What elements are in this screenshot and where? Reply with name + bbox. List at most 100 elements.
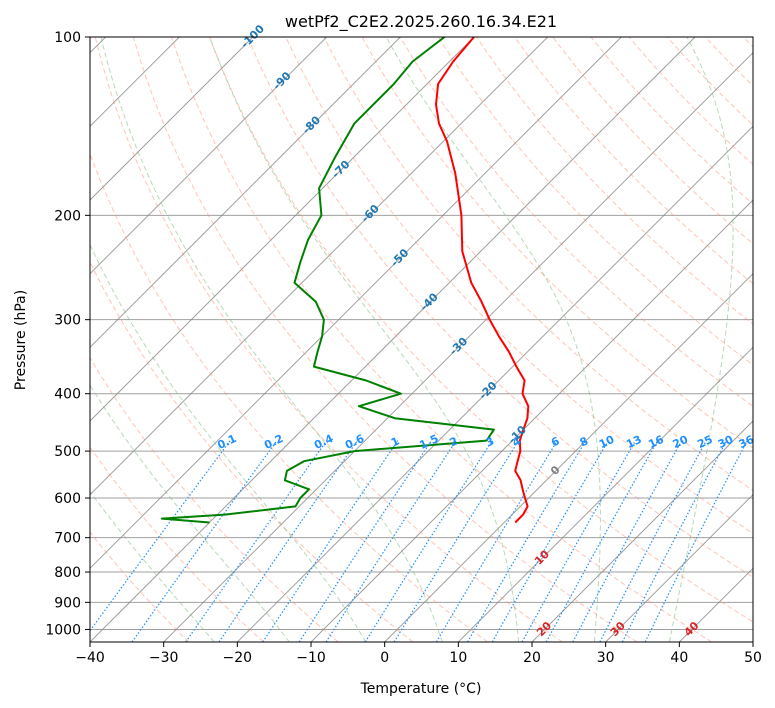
- isotherm-line: [236, 125, 753, 642]
- mixing-ratio-label: 30: [716, 433, 736, 451]
- mixing-ratio-line: [491, 440, 609, 642]
- isotherm-line: [163, 51, 753, 642]
- isotherm-line: [90, 37, 401, 349]
- x-tick-label: 0: [380, 650, 389, 666]
- mixing-ratio-label: 6: [549, 434, 562, 449]
- isotherm-line: [90, 37, 696, 642]
- y-tick-label: 900: [54, 595, 81, 611]
- mixing-ratio-line: [393, 440, 520, 642]
- y-tick-label: 700: [54, 531, 81, 547]
- mixing-ratio-line: [325, 440, 457, 642]
- moist-adiabat: [100, 37, 443, 642]
- isotherm-line: [90, 37, 254, 201]
- mixing-ratio-line: [185, 440, 328, 642]
- dry-adiabat: [590, 37, 753, 205]
- mixing-ratio-label: 10: [597, 433, 617, 451]
- moist-adiabat: [90, 384, 290, 642]
- annotation-layer: 0.1 0.2 0.4 0.6 1 1.5 2 3 4 6 8 10 13 16 20 25 30 36-100-…: [215, 22, 756, 639]
- mixing-ratio-label: 3: [484, 434, 496, 449]
- isotherm-line: [384, 272, 753, 642]
- mixing-ratio-line: [644, 440, 748, 642]
- moist-adiabat: [90, 243, 367, 642]
- mixing-ratio-line: [218, 440, 358, 642]
- x-tick-label: 10: [449, 650, 467, 666]
- dry-adiabat: [743, 37, 753, 48]
- temperature-profile: [435, 37, 530, 524]
- mixing-ratio-label: 16: [646, 433, 666, 451]
- dry-adiabat: [514, 37, 753, 285]
- isotherm-line: [678, 567, 753, 642]
- mixing-ratio-line: [364, 440, 493, 642]
- isotherm-label: 10: [532, 547, 552, 567]
- moist-adiabat: [668, 37, 734, 642]
- mixing-ratio-line: [545, 440, 659, 642]
- mixing-ratio-label: 20: [671, 433, 691, 451]
- dry-adiabat: [90, 531, 190, 642]
- moist-adiabat: [209, 37, 520, 642]
- dry-adiabat: [704, 37, 753, 87]
- mixing-ratio-line: [435, 440, 558, 642]
- mixing-ratio-line: [298, 440, 432, 642]
- isotherm-line: [605, 493, 753, 642]
- isotherm-line: [531, 420, 753, 642]
- dry-adiabat: [247, 37, 753, 578]
- mixing-ratio-label: 13: [624, 433, 643, 451]
- y-tick-label: 500: [54, 444, 81, 460]
- x-tick-label: −20: [223, 650, 253, 666]
- isotherm-line: [457, 346, 753, 642]
- dry-adiabat: [285, 37, 753, 535]
- mixing-ratio-line: [131, 440, 278, 642]
- mixing-ratio-label: 1.5: [417, 432, 440, 452]
- chart-title: wetPf2_C2E2.2025.260.16.34.E21: [285, 12, 557, 32]
- dry-adiabat: [323, 37, 753, 491]
- dry-adiabat: [90, 152, 488, 642]
- dewpoint-profile: [160, 37, 495, 524]
- dry-adiabat: [552, 37, 753, 245]
- dry-adiabat: [171, 37, 712, 642]
- mixing-ratio-label: 0.6: [343, 432, 366, 452]
- mixing-ratio-label: 0.2: [262, 432, 285, 452]
- isotherm-line: [90, 37, 328, 275]
- moist-adiabat: [385, 37, 601, 642]
- x-tick-label: 50: [744, 650, 762, 666]
- x-tick-label: −10: [296, 650, 326, 666]
- isotherm-line: [90, 37, 622, 570]
- mixing-ratio-line: [572, 440, 683, 642]
- x-tick-label: −30: [149, 650, 179, 666]
- axis-layer: −40 −30 −20 −10 0 10 20 30 40 5010020030040050060…: [45, 30, 762, 666]
- dry-adiabat: [476, 37, 753, 325]
- dry-adiabat: [628, 37, 753, 166]
- dry-adiabat: [399, 37, 753, 407]
- y-tick-label: 200: [54, 208, 81, 224]
- y-tick-label: 800: [54, 565, 81, 581]
- x-tick-label: 20: [523, 650, 541, 666]
- dry-adiabat: [90, 356, 339, 642]
- mixing-ratio-line: [466, 440, 587, 642]
- y-tick-label: 1000: [45, 622, 81, 638]
- mixing-ratio-label: 36: [737, 433, 757, 451]
- isotherm-line: [90, 37, 475, 422]
- y-tick-label: 400: [54, 387, 81, 403]
- data-layer: [160, 37, 530, 524]
- dry-adiabat: [132, 37, 638, 642]
- mixing-ratio-label: 0.1: [215, 432, 238, 452]
- dry-adiabat: [209, 37, 753, 623]
- isotherm-line: [752, 641, 753, 642]
- mixing-ratio-line: [599, 440, 707, 642]
- mixing-ratio-line: [90, 440, 231, 632]
- grid-layer: [90, 37, 753, 642]
- mixing-ratio-line: [262, 440, 399, 642]
- dry-adiabat: [437, 37, 753, 366]
- isotherm-line: [90, 37, 549, 496]
- dry-adiabat: [666, 37, 753, 126]
- mixing-ratio-label: 25: [695, 433, 714, 451]
- y-axis-label: Pressure (hPa): [13, 290, 29, 390]
- y-tick-label: 300: [54, 313, 81, 329]
- dry-adiabat: [90, 446, 264, 642]
- y-tick-label: 600: [54, 491, 81, 507]
- x-tick-label: 40: [670, 650, 688, 666]
- dry-adiabat: [361, 37, 753, 449]
- x-tick-label: 30: [597, 650, 615, 666]
- y-tick-label: 100: [54, 30, 81, 46]
